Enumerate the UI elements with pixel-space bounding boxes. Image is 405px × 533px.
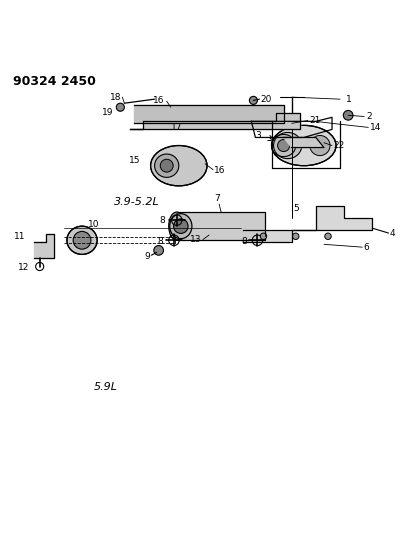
Polygon shape [34, 234, 54, 259]
Circle shape [153, 246, 163, 255]
Circle shape [160, 159, 173, 172]
Circle shape [292, 233, 298, 239]
Text: 5: 5 [293, 204, 299, 213]
Text: 9: 9 [144, 252, 149, 261]
Text: 3: 3 [255, 131, 261, 140]
Text: 8: 8 [159, 216, 165, 224]
Ellipse shape [67, 226, 97, 254]
Text: 90324 2450: 90324 2450 [13, 75, 96, 88]
Text: 22: 22 [333, 141, 343, 150]
Text: 11: 11 [14, 232, 26, 241]
Circle shape [73, 231, 91, 249]
Polygon shape [134, 105, 283, 123]
Text: 20: 20 [260, 95, 271, 103]
Circle shape [173, 219, 188, 233]
Polygon shape [130, 114, 299, 130]
Text: 1: 1 [345, 95, 351, 103]
Text: 12: 12 [18, 263, 30, 272]
Ellipse shape [150, 146, 207, 186]
Circle shape [249, 96, 257, 104]
Text: 13: 13 [189, 235, 200, 244]
Text: 19: 19 [102, 108, 113, 117]
Text: 8: 8 [157, 237, 162, 246]
Text: 10: 10 [88, 220, 99, 229]
Text: 15: 15 [129, 156, 140, 165]
Ellipse shape [273, 132, 301, 159]
Text: 3.9-5.2L: 3.9-5.2L [114, 197, 160, 207]
Ellipse shape [168, 212, 184, 240]
Text: 14: 14 [369, 123, 381, 132]
Text: 16: 16 [214, 166, 225, 175]
Text: 7: 7 [214, 194, 220, 203]
Text: 21: 21 [308, 116, 320, 125]
Ellipse shape [154, 154, 178, 177]
Circle shape [277, 140, 289, 151]
Text: 2: 2 [365, 112, 371, 121]
Text: 5.9L: 5.9L [94, 383, 118, 392]
Ellipse shape [169, 214, 192, 239]
Circle shape [324, 233, 330, 239]
Circle shape [116, 103, 124, 111]
Text: 17: 17 [171, 123, 182, 132]
Ellipse shape [271, 125, 335, 166]
Circle shape [260, 233, 266, 239]
Circle shape [343, 110, 352, 120]
Text: 8: 8 [241, 237, 247, 246]
Polygon shape [283, 138, 323, 148]
Text: 18: 18 [110, 93, 121, 102]
Text: 4: 4 [389, 229, 394, 238]
Bar [176, 212, 265, 240]
Ellipse shape [309, 135, 329, 156]
Text: 6: 6 [362, 243, 368, 252]
Polygon shape [243, 206, 371, 243]
Text: 16: 16 [153, 96, 164, 105]
